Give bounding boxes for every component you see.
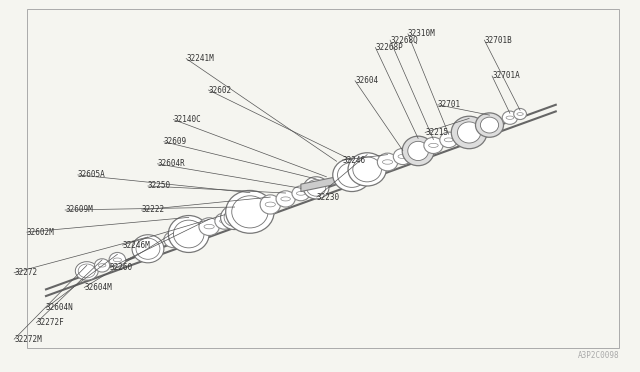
Ellipse shape (260, 195, 280, 214)
Ellipse shape (398, 154, 408, 158)
Text: 32140C: 32140C (173, 115, 201, 124)
Text: 32604R: 32604R (157, 159, 185, 169)
Ellipse shape (444, 138, 453, 142)
Ellipse shape (215, 213, 234, 229)
Ellipse shape (506, 116, 514, 119)
Ellipse shape (221, 205, 248, 230)
Ellipse shape (481, 117, 499, 133)
Ellipse shape (232, 196, 268, 228)
Text: 32701: 32701 (438, 100, 461, 109)
Ellipse shape (173, 220, 204, 248)
Ellipse shape (348, 153, 387, 186)
Ellipse shape (451, 116, 487, 149)
Ellipse shape (476, 113, 504, 137)
Text: 32609M: 32609M (65, 205, 93, 215)
Ellipse shape (424, 137, 443, 154)
Text: 32268P: 32268P (376, 43, 403, 52)
Ellipse shape (281, 197, 291, 201)
Ellipse shape (502, 111, 518, 124)
Ellipse shape (109, 253, 125, 267)
Ellipse shape (307, 180, 326, 196)
Ellipse shape (402, 136, 434, 166)
Text: 32246M: 32246M (122, 241, 150, 250)
Text: 32602M: 32602M (27, 228, 54, 237)
Ellipse shape (220, 219, 229, 223)
Text: 32241M: 32241M (186, 54, 214, 63)
Ellipse shape (136, 238, 160, 259)
Text: 32230: 32230 (317, 193, 340, 202)
Ellipse shape (394, 148, 412, 164)
Ellipse shape (303, 177, 329, 199)
Text: 32215: 32215 (425, 128, 448, 137)
Text: 32272M: 32272M (14, 335, 42, 344)
Ellipse shape (168, 215, 209, 253)
Text: 32605A: 32605A (78, 170, 106, 179)
Ellipse shape (204, 224, 214, 229)
Text: 32272F: 32272F (36, 318, 64, 327)
Ellipse shape (113, 258, 122, 262)
Ellipse shape (226, 190, 274, 233)
Text: 32604: 32604 (355, 76, 378, 85)
Text: A3P2C0098: A3P2C0098 (578, 350, 620, 359)
Text: 32701A: 32701A (492, 71, 520, 80)
Ellipse shape (440, 132, 458, 148)
Text: 32602: 32602 (209, 86, 232, 94)
Ellipse shape (353, 157, 381, 182)
Ellipse shape (333, 158, 371, 192)
Text: 32701B: 32701B (484, 36, 512, 45)
Text: 32272: 32272 (14, 268, 37, 277)
Ellipse shape (429, 143, 438, 147)
Ellipse shape (337, 163, 366, 187)
Text: 32268Q: 32268Q (390, 36, 418, 45)
Ellipse shape (76, 262, 99, 280)
Polygon shape (301, 175, 346, 192)
Text: 32604N: 32604N (46, 303, 74, 312)
Ellipse shape (408, 141, 429, 161)
Ellipse shape (78, 264, 95, 278)
Ellipse shape (99, 264, 106, 267)
Ellipse shape (383, 160, 393, 164)
Ellipse shape (514, 109, 527, 119)
Text: 32250: 32250 (148, 182, 171, 190)
Text: 32310M: 32310M (408, 29, 436, 38)
Text: 32260: 32260 (109, 263, 133, 272)
Ellipse shape (169, 237, 178, 241)
Text: 32222: 32222 (141, 205, 164, 215)
Ellipse shape (458, 122, 481, 143)
Ellipse shape (199, 218, 220, 235)
Ellipse shape (276, 191, 295, 207)
Text: 32246: 32246 (342, 155, 365, 165)
Ellipse shape (292, 186, 310, 201)
Ellipse shape (265, 202, 275, 207)
Text: 32609: 32609 (164, 137, 187, 146)
Ellipse shape (378, 153, 397, 171)
Ellipse shape (517, 113, 524, 115)
Ellipse shape (95, 259, 109, 272)
Ellipse shape (132, 235, 164, 263)
Text: 32604M: 32604M (84, 283, 112, 292)
Ellipse shape (296, 192, 305, 195)
Ellipse shape (224, 208, 245, 227)
Ellipse shape (164, 231, 183, 248)
